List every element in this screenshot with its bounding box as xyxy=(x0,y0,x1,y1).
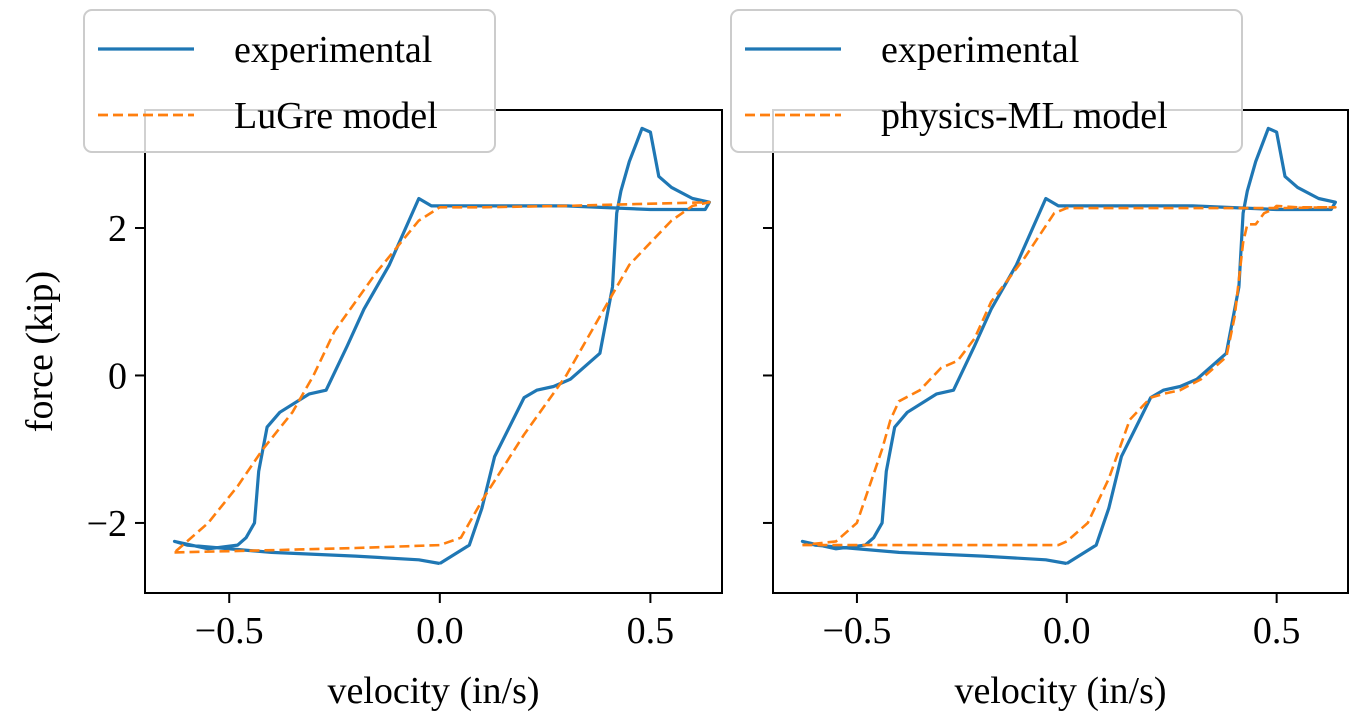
x-tick-label: 0.0 xyxy=(416,610,464,652)
left-chart-panel: −0.5 0.0 0.5 −2 0 2 velocity (in/s) force (kip)… xyxy=(19,9,723,712)
x-axis-label: velocity (in/s) xyxy=(327,670,539,712)
legend-entry-label: LuGre model xyxy=(234,95,438,137)
y-tick-label: −2 xyxy=(87,503,127,545)
legend-box xyxy=(730,9,1243,153)
y-tick-label: 2 xyxy=(108,208,127,250)
series-line-lugre-model xyxy=(173,200,711,554)
series-line-experimental xyxy=(800,126,1337,566)
axes-frame xyxy=(144,109,723,594)
x-axis-label: velocity (in/s) xyxy=(954,670,1166,712)
x-tick-label: 0.0 xyxy=(1043,610,1091,652)
legend: experimental physics-ML model xyxy=(730,9,1243,153)
right-chart-panel: −0.5 0.0 0.5 velocity (in/s) experimental phy… xyxy=(730,9,1349,712)
x-tick-label: −0.5 xyxy=(195,610,264,652)
y-tick-label: 0 xyxy=(108,355,127,397)
series-line-experimental xyxy=(172,126,711,566)
x-tick-label: 0.5 xyxy=(627,610,675,652)
legend-entry-label: experimental xyxy=(234,29,432,71)
legend-entry-label: experimental xyxy=(881,29,1079,71)
x-tick-label: 0.5 xyxy=(1253,610,1301,652)
legend: experimental LuGre model xyxy=(83,9,496,153)
x-tick-label: −0.5 xyxy=(822,610,891,652)
y-axis-label: force (kip) xyxy=(19,271,61,432)
legend-entry-label: physics-ML model xyxy=(881,95,1168,137)
series-line-physics-ml-model xyxy=(802,204,1337,547)
axes-frame xyxy=(772,109,1349,594)
legend-box xyxy=(83,9,496,153)
